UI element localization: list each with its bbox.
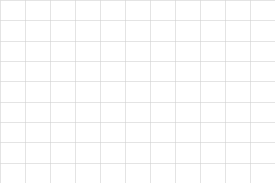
Text: 25%: 25% <box>261 39 275 48</box>
Text: 14%: 14% <box>226 153 242 162</box>
Wedge shape <box>153 10 221 92</box>
Text: 4%: 4% <box>207 20 219 29</box>
Text: 4%: 4% <box>191 24 203 33</box>
Text: 11%: 11% <box>175 143 192 152</box>
Wedge shape <box>221 92 275 167</box>
Wedge shape <box>134 27 221 92</box>
Text: 15%: 15% <box>273 117 275 127</box>
Text: 5%: 5% <box>174 34 186 43</box>
Text: 7%: 7% <box>149 76 161 85</box>
Text: 9%: 9% <box>152 110 164 119</box>
Wedge shape <box>198 92 275 183</box>
Text: 6%: 6% <box>158 51 170 60</box>
Wedge shape <box>128 92 221 146</box>
Wedge shape <box>221 0 275 92</box>
Wedge shape <box>146 92 221 182</box>
Wedge shape <box>128 57 221 97</box>
Wedge shape <box>198 0 221 92</box>
Wedge shape <box>176 1 221 92</box>
